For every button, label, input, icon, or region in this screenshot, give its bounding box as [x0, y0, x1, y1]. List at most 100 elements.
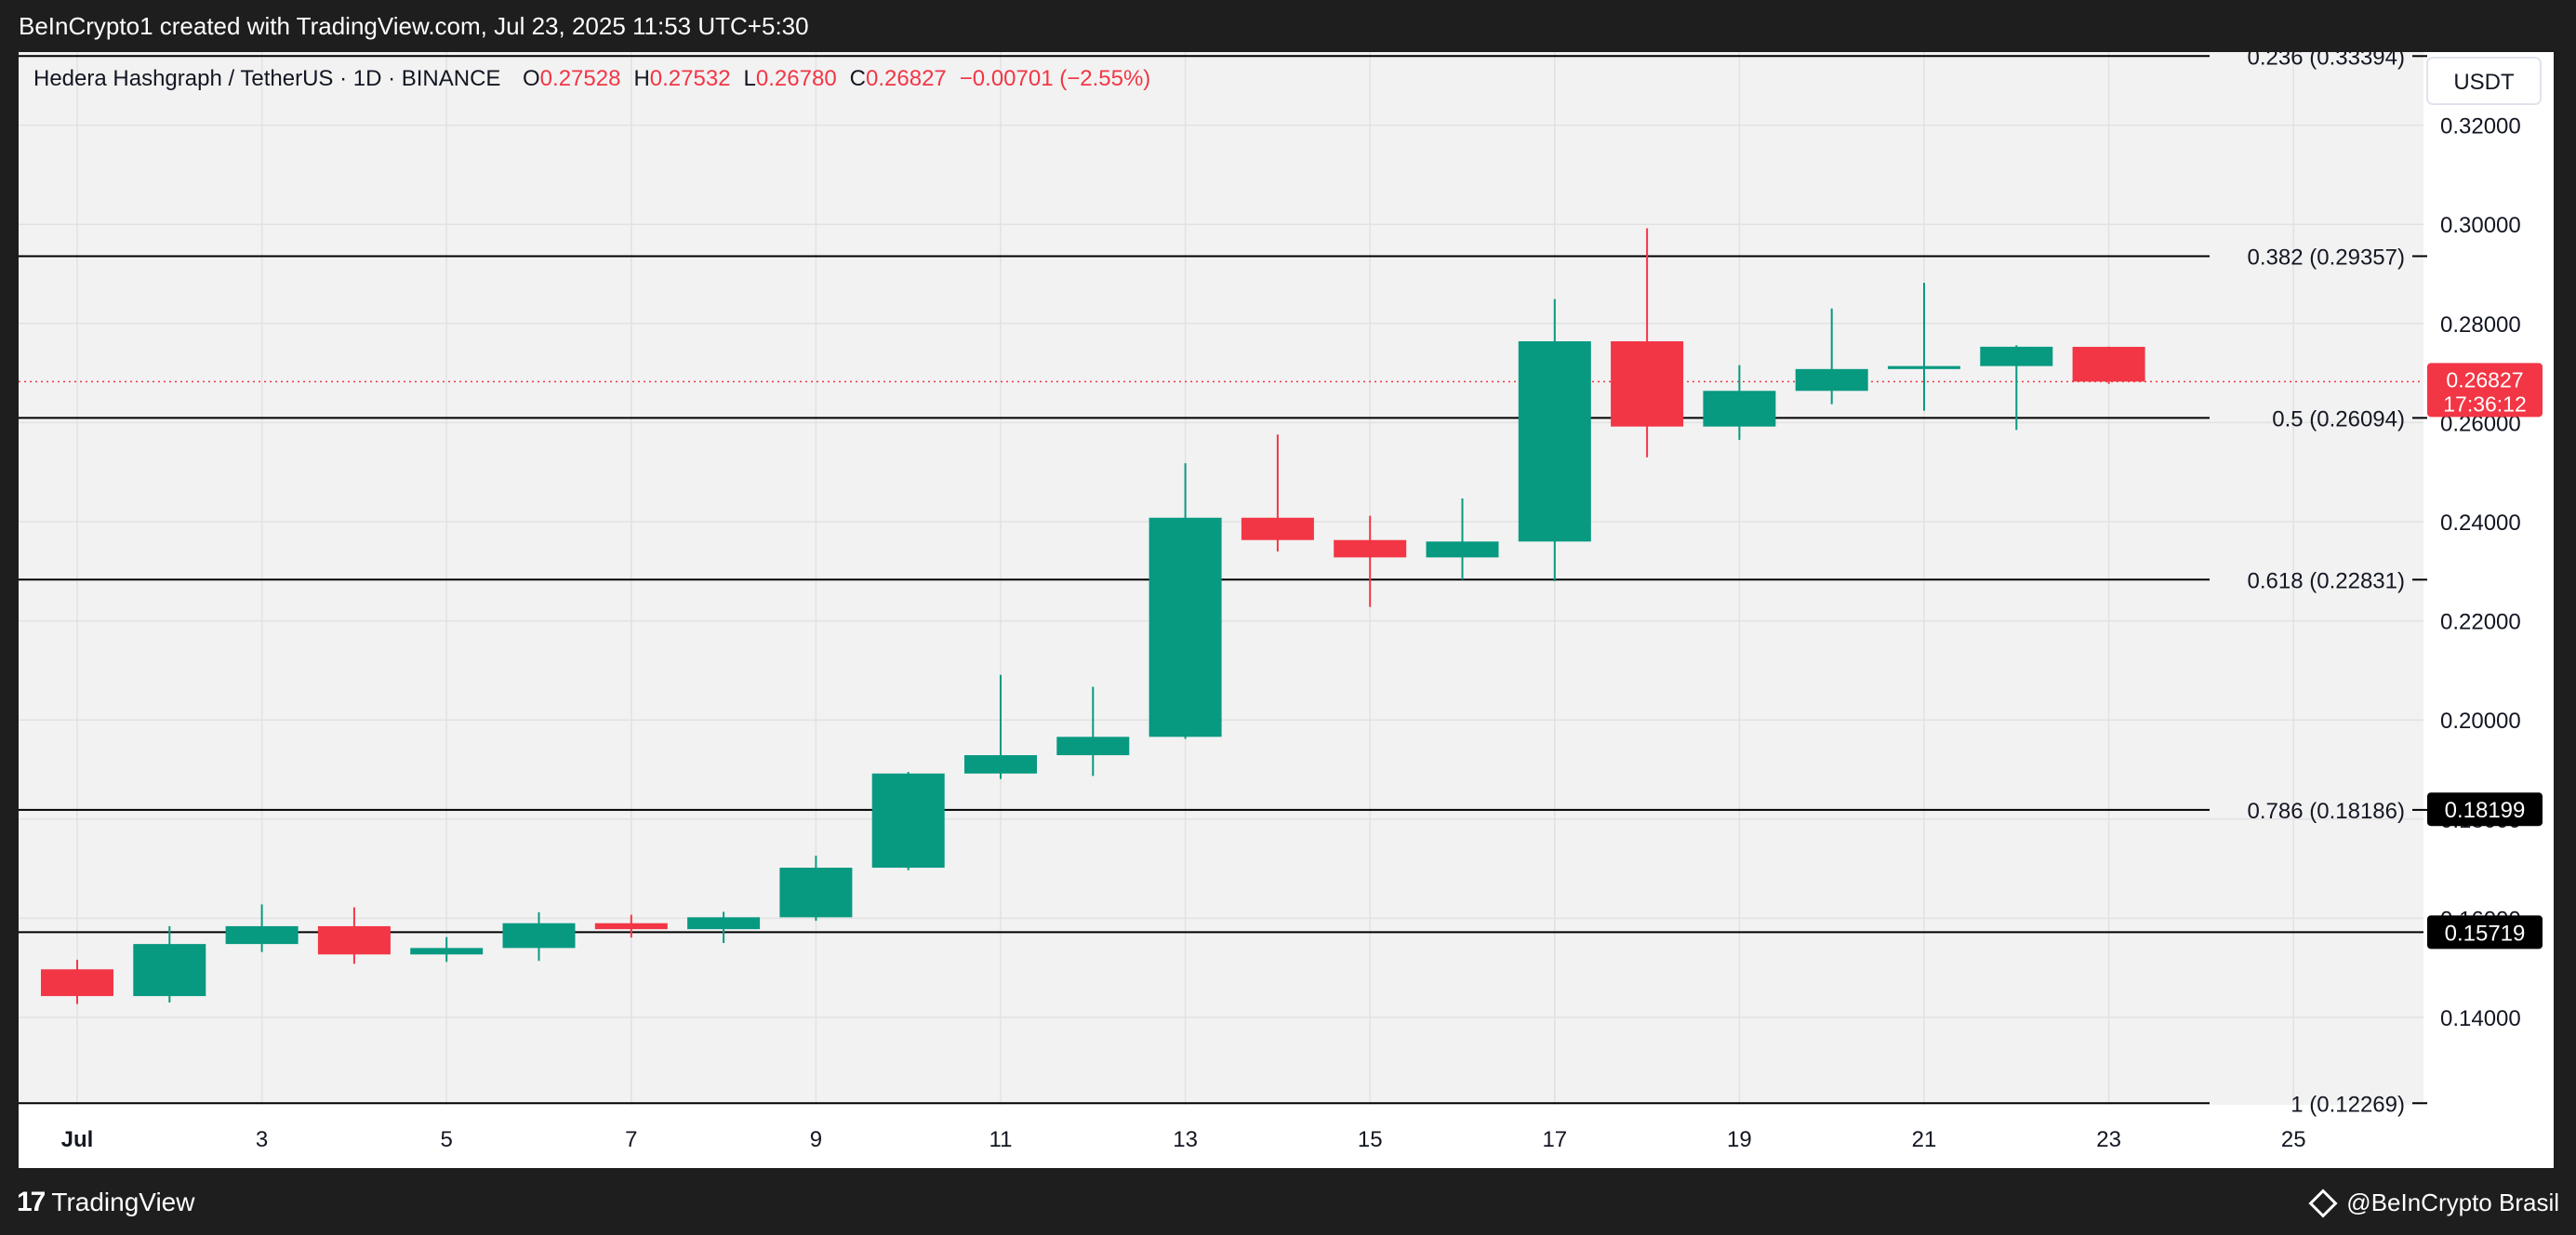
time-tick-label: 11 [989, 1127, 1013, 1152]
candle-body [1334, 539, 1407, 558]
candle [1056, 686, 1130, 777]
candle [1980, 345, 2053, 431]
ohlc-values: O0.27528 H0.27532 L0.26780 C0.26827 −0.00701… [523, 66, 1150, 91]
candle-body [1611, 340, 1684, 427]
time-tick-label: 13 [1173, 1127, 1198, 1152]
tradingview-mark-icon: 17 [17, 1187, 46, 1217]
candle [1518, 299, 1591, 581]
candle [2072, 346, 2145, 384]
fib-level-label: 0.618 (0.22831) [2248, 568, 2405, 593]
high-label: H [633, 66, 649, 91]
fib-level-label: 0.236 (0.33394) [2248, 52, 2405, 70]
candle [687, 911, 761, 944]
candle [964, 674, 1037, 779]
candle-body [41, 969, 113, 997]
currency-box-frame[interactable] [2426, 57, 2542, 105]
high-value: 0.27532 [650, 66, 731, 91]
time-tick-label: 25 [2281, 1127, 2306, 1152]
credit-text: @BeInCrypto Brasil [2346, 1189, 2559, 1216]
candle [1241, 434, 1314, 551]
candle-body [1703, 391, 1776, 427]
currency-box[interactable]: USDT [2426, 57, 2542, 105]
time-tick-label: 3 [256, 1127, 268, 1152]
attribution-bar: BeInCrypto1 created with TradingView.com… [0, 0, 2576, 52]
credit: @BeInCrypto Brasil [2308, 1188, 2559, 1218]
candle-body [1426, 541, 1499, 558]
candle-body [594, 923, 668, 930]
time-tick-label: Jul [61, 1127, 94, 1152]
time-tick-label: 15 [1358, 1127, 1383, 1152]
last-price-badge [2427, 363, 2543, 418]
candle [1795, 308, 1868, 405]
candle-body [1980, 346, 2053, 366]
candle-body [317, 925, 391, 955]
time-tick-label: 5 [441, 1127, 453, 1152]
price-badge-label: 0.15719 [2445, 921, 2526, 946]
candle-body [964, 755, 1037, 774]
low-value: 0.26780 [756, 66, 837, 91]
fibonacci-retracement[interactable]: 0.236 (0.33394) 0.382 (0.29357) 0.5 (0.260… [19, 52, 2427, 1117]
tradingview-logo[interactable]: 17 TradingView [17, 1187, 194, 1218]
candle-body [133, 944, 206, 997]
candle-body [1795, 368, 1868, 392]
close-value: 0.26827 [866, 66, 947, 91]
candle-body [2072, 346, 2145, 382]
candle [1426, 498, 1499, 580]
candle-body [410, 948, 484, 955]
time-scale-background[interactable] [19, 1105, 2554, 1168]
candle [502, 912, 576, 962]
close-label: C [850, 66, 866, 91]
open-label: O [523, 66, 540, 91]
fib-level-label: 0.786 (0.18186) [2248, 799, 2405, 824]
footer-bar: 17 TradingView @BeInCrypto Brasil [0, 1168, 2576, 1235]
candle [410, 936, 484, 963]
time-tick-label: 17 [1542, 1127, 1567, 1152]
last-price-label: 0.26827 [2446, 367, 2523, 392]
open-value: 0.27528 [540, 66, 621, 91]
price-tick-label: 0.14000 [2440, 1006, 2521, 1031]
candle [779, 856, 853, 922]
candle-body [1241, 517, 1314, 540]
time-tick-label: 23 [2096, 1127, 2121, 1152]
time-tick-label: 7 [625, 1127, 637, 1152]
tradingview-logo-text: TradingView [51, 1188, 195, 1216]
candle-body [1518, 340, 1591, 542]
countdown-label: 17:36:12 [2443, 392, 2527, 416]
price-tick-label: 0.28000 [2440, 312, 2521, 338]
candle-body [687, 917, 761, 930]
time-tick-label: 19 [1727, 1127, 1752, 1152]
fib-level-label: 1 (0.12269) [2291, 1092, 2405, 1117]
candle-body [502, 923, 576, 949]
candle-body [1149, 517, 1222, 737]
price-badge [2427, 915, 2543, 949]
candle [1334, 515, 1407, 607]
ohlc-legend: Hedera Hashgraph / TetherUS · 1D · BINAN… [33, 66, 1150, 91]
price-tick-label: 0.30000 [2440, 213, 2521, 238]
candle [594, 914, 668, 938]
candlestick-chart[interactable]: 0.236 (0.33394) 0.382 (0.29357) 0.5 (0.260… [19, 52, 2554, 1168]
chart-frame[interactable]: 0.236 (0.33394) 0.382 (0.29357) 0.5 (0.260… [19, 52, 2554, 1168]
candle [133, 925, 206, 1003]
price-badge [2427, 792, 2543, 827]
change-value: −0.00701 (−2.55%) [960, 66, 1151, 91]
fib-level-label: 0.382 (0.29357) [2248, 245, 2405, 270]
currency-label: USDT [2453, 70, 2515, 95]
diamond-icon [2308, 1188, 2338, 1218]
price-tick-label: 0.24000 [2440, 511, 2521, 536]
candle [1611, 228, 1684, 458]
candle [225, 904, 299, 952]
low-label: L [744, 66, 756, 91]
fib-level-label: 0.5 (0.26094) [2272, 406, 2405, 432]
symbol-title: Hedera Hashgraph / TetherUS · 1D · BINAN… [33, 66, 500, 91]
candle-body [225, 925, 299, 945]
attribution-text: BeInCrypto1 created with TradingView.com… [19, 12, 809, 40]
candle-body [1888, 365, 1960, 369]
price-badge-label: 0.18199 [2445, 798, 2526, 823]
price-tick-label: 0.32000 [2440, 114, 2521, 139]
candle-body [1056, 737, 1130, 756]
candles [41, 228, 2145, 1004]
candle-body [871, 773, 945, 869]
candle [317, 907, 391, 964]
time-tick-label: 9 [810, 1127, 822, 1152]
